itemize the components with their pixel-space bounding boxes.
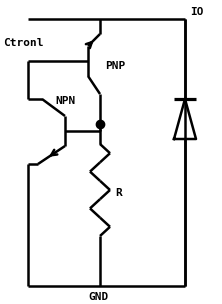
Text: NPN: NPN: [55, 96, 75, 106]
Text: PNP: PNP: [105, 61, 125, 71]
Text: Ctronl: Ctronl: [3, 38, 44, 48]
Text: IO: IO: [190, 7, 204, 17]
Text: GND: GND: [88, 292, 108, 302]
Text: R: R: [115, 188, 122, 198]
